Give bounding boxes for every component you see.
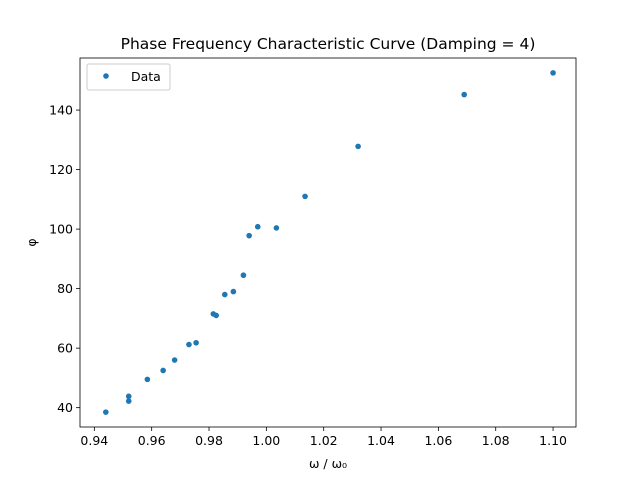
- x-tick-label: 1.00: [252, 433, 280, 448]
- data-point: [171, 357, 178, 363]
- data-point: [125, 398, 132, 404]
- data-point: [254, 223, 261, 230]
- data-point: [213, 312, 219, 319]
- plot-area: [79, 57, 577, 428]
- data-point: [125, 393, 132, 400]
- y-tick-label: 60: [57, 341, 73, 356]
- legend-label: Data: [131, 69, 161, 84]
- data-point: [186, 341, 192, 348]
- x-tick-label: 0.98: [195, 433, 223, 448]
- data-point: [103, 409, 109, 415]
- data-point: [144, 376, 151, 383]
- x-tick-label: 0.94: [80, 433, 108, 448]
- y-tick-label: 120: [49, 162, 73, 177]
- data-point: [302, 193, 308, 200]
- data-point: [160, 367, 166, 374]
- legend: Data: [86, 63, 171, 91]
- x-tick-label: 1.08: [482, 433, 510, 448]
- x-axis-label: ω / ω₀: [309, 456, 347, 471]
- data-point: [240, 272, 247, 279]
- y-tick-label: 80: [57, 281, 73, 296]
- x-tick-label: 1.02: [310, 433, 338, 448]
- x-tick-label: 1.10: [539, 433, 567, 448]
- y-axis-label: φ: [24, 238, 39, 246]
- data-point: [246, 232, 252, 239]
- data-points: [103, 70, 556, 415]
- x-tick-label: 0.96: [138, 433, 166, 448]
- x-tick-label: 1.06: [424, 433, 452, 448]
- x-tick-label: 1.04: [367, 433, 395, 448]
- data-point: [550, 70, 556, 76]
- data-point: [461, 91, 467, 98]
- data-point: [193, 339, 199, 346]
- data-point: [273, 225, 280, 231]
- y-tick-label: 140: [49, 103, 73, 118]
- y-tick-label: 100: [49, 222, 73, 237]
- chart-title: Phase Frequency Characteristic Curve (Da…: [121, 35, 536, 53]
- data-point: [230, 288, 237, 295]
- legend-box: [86, 63, 171, 91]
- y-tick-label: 40: [57, 400, 73, 415]
- data-point: [355, 143, 361, 150]
- y-axis: 40 60 80 100 120 140: [49, 103, 80, 415]
- data-point: [221, 291, 228, 298]
- x-axis: 0.94 0.96 0.98 1.00 1.02 1.04 1.06 1.08 1.10: [80, 427, 567, 448]
- legend-marker: [103, 73, 109, 79]
